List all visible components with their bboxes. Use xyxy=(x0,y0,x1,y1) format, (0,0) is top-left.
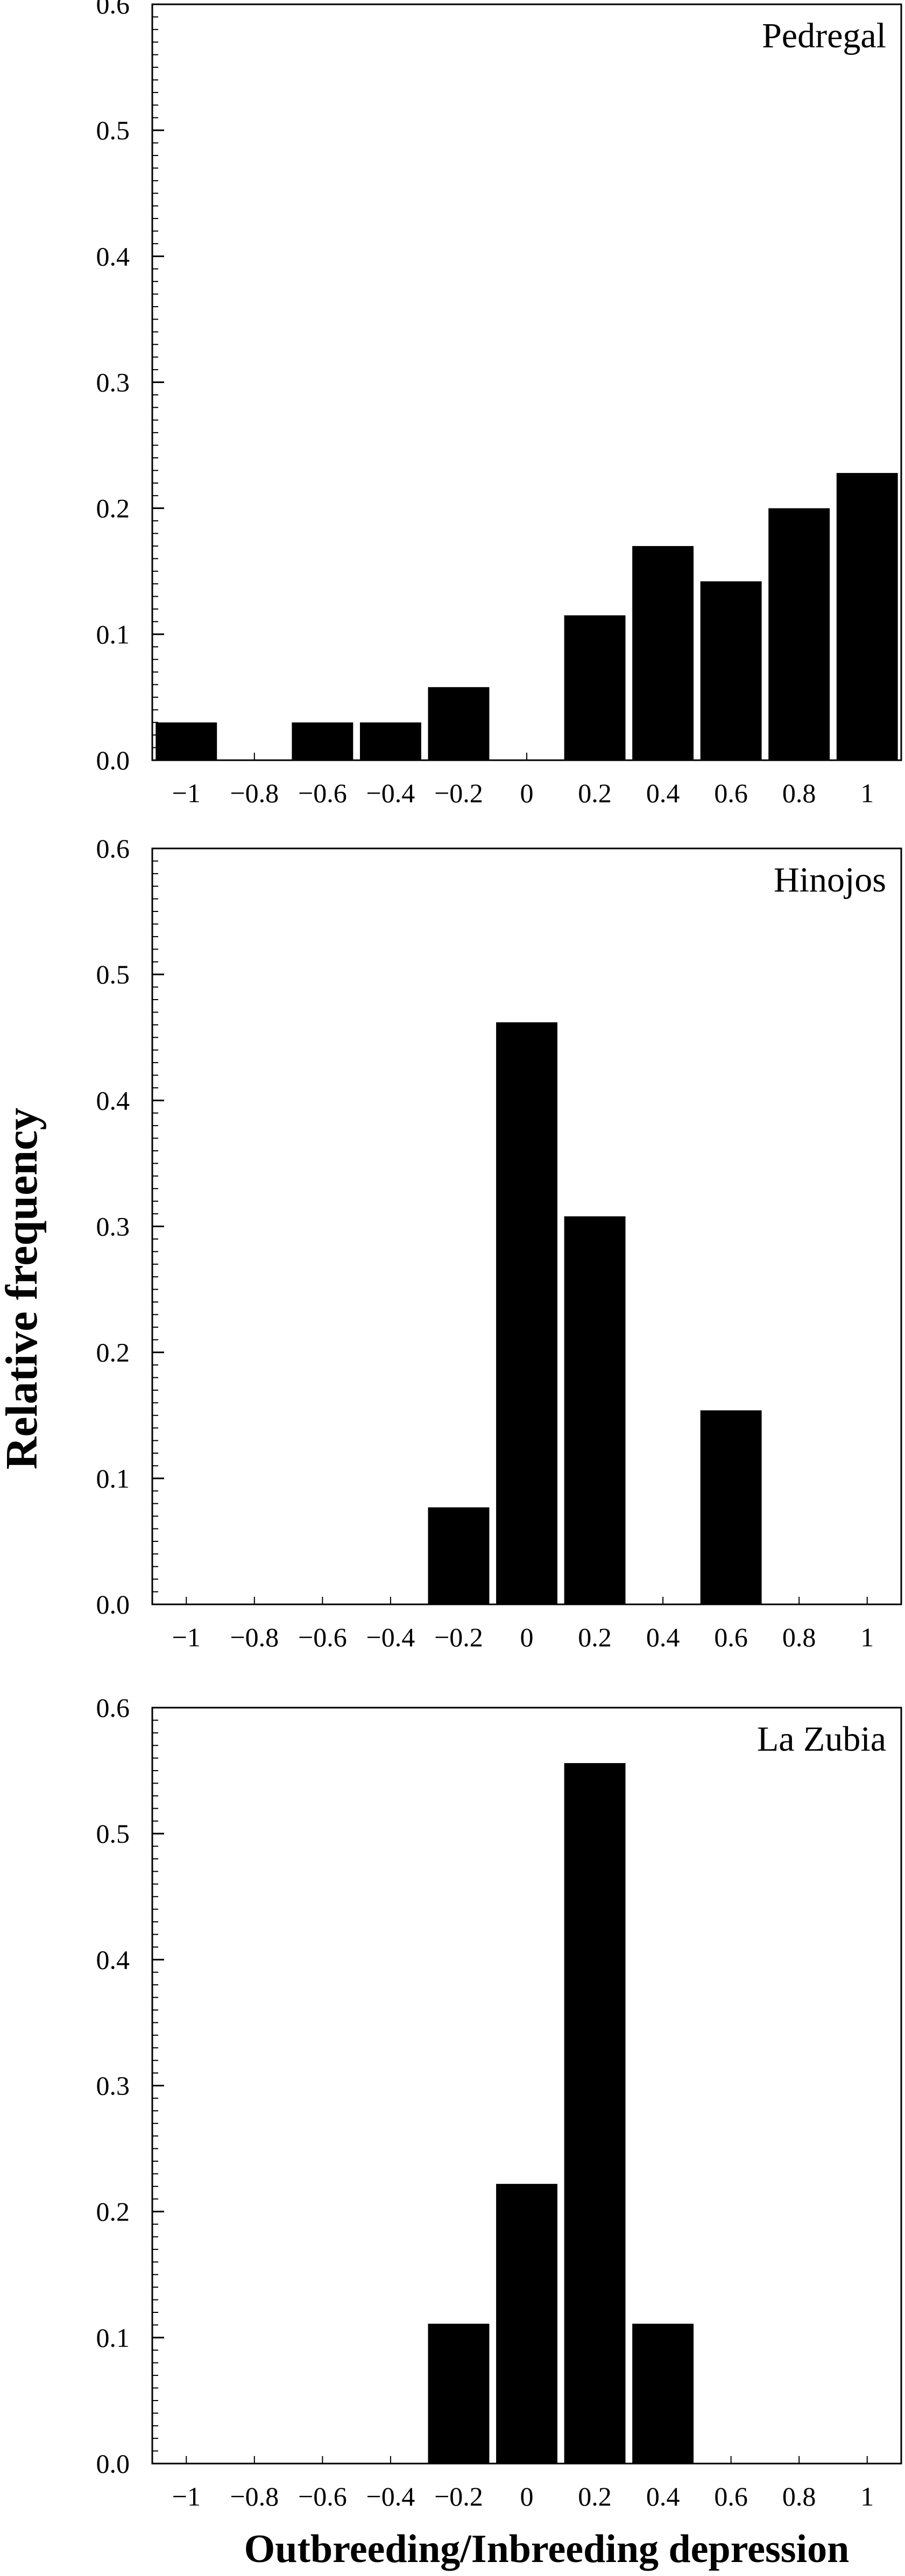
x-tick-label: 0.8 xyxy=(782,1622,816,1652)
x-tick-label: −0.4 xyxy=(366,1622,415,1652)
y-tick-label: 0.4 xyxy=(96,241,130,271)
x-tick-label: −0.6 xyxy=(298,1622,347,1652)
y-tick-label: 0.3 xyxy=(96,2071,130,2101)
x-tick-label: 0.6 xyxy=(714,2481,748,2511)
chart-panel: 0.0 0.1 0.2 0.3 0.4 0.5 0.6 −1 −0.8 −0.6 −0.4 −0.2 0… xyxy=(96,0,902,808)
x-tick-label: −1 xyxy=(172,778,201,808)
y-tick-label: 0.6 xyxy=(96,0,130,19)
y-tick-label: 0.5 xyxy=(96,1818,130,1849)
y-tick-label: 0.0 xyxy=(96,2448,130,2479)
y-tick-label: 0.4 xyxy=(96,1085,130,1115)
x-tick-label: −0.8 xyxy=(230,1622,279,1652)
bar xyxy=(632,2324,694,2464)
y-tick-label: 0.1 xyxy=(96,1463,130,1494)
panel-title: La Zubia xyxy=(757,1719,886,1759)
x-tick-label: −1 xyxy=(172,2481,201,2511)
x-tick-label: 0 xyxy=(520,1622,534,1652)
x-tick-label: −0.2 xyxy=(434,1622,483,1652)
x-tick-label: 0.2 xyxy=(578,2481,612,2511)
bar xyxy=(836,473,898,760)
y-tick-label: 0.6 xyxy=(96,1693,130,1723)
y-tick-label: 0.2 xyxy=(96,1337,130,1368)
x-tick-label: 1 xyxy=(860,778,874,808)
y-tick-label: 0.1 xyxy=(96,619,130,649)
bar xyxy=(428,687,490,760)
x-tick-label: −0.2 xyxy=(434,2481,483,2511)
bar xyxy=(700,581,762,760)
x-tick-label: 0.2 xyxy=(578,778,612,808)
x-tick-label: 0.4 xyxy=(646,778,680,808)
x-tick-label: −0.8 xyxy=(230,778,279,808)
x-tick-label: 1 xyxy=(860,1622,874,1652)
y-tick-label: 0.5 xyxy=(96,115,130,145)
bar xyxy=(564,1763,626,2464)
x-tick-label: −0.2 xyxy=(434,778,483,808)
y-tick-label: 0.0 xyxy=(96,1589,130,1619)
y-tick-label: 0.2 xyxy=(96,493,130,523)
y-tick-label: 0.0 xyxy=(96,745,130,775)
y-tick-label: 0.5 xyxy=(96,959,130,989)
y-axis-label: Relative frequency xyxy=(0,1108,47,1470)
panel-title: Hinojos xyxy=(774,860,886,900)
x-tick-label: −0.6 xyxy=(298,2481,347,2511)
chart-panel: 0.0 0.1 0.2 0.3 0.4 0.5 0.6 −1 −0.8 −0.6 −0.4 −0.2 0… xyxy=(96,833,902,1652)
x-tick-label: 0.8 xyxy=(782,2481,816,2511)
bar xyxy=(632,546,694,760)
y-tick-label: 0.2 xyxy=(96,2197,130,2227)
x-tick-label: 0.2 xyxy=(578,1622,612,1652)
x-axis-label: Outbreeding/Inbreeding depression xyxy=(244,2527,850,2571)
bar xyxy=(768,508,830,760)
y-tick-label: 0.3 xyxy=(96,367,130,398)
y-tick-label: 0.3 xyxy=(96,1212,130,1242)
bar xyxy=(564,1216,626,1604)
x-tick-label: −0.6 xyxy=(298,778,347,808)
bar xyxy=(564,615,626,760)
x-tick-label: 0.4 xyxy=(646,1622,680,1652)
chart-panel: 0.0 0.1 0.2 0.3 0.4 0.5 0.6 −1 −0.8 −0.6 −0.4 −0.2 0… xyxy=(96,1693,902,2511)
y-tick-label: 0.1 xyxy=(96,2323,130,2353)
bar xyxy=(496,1022,557,1604)
bar xyxy=(496,2184,557,2464)
panels-container: 0.0 0.1 0.2 0.3 0.4 0.5 0.6 −1 −0.8 −0.6 −0.4 −0.2 0… xyxy=(96,0,902,2511)
y-tick-label: 0.4 xyxy=(96,1944,130,1975)
x-tick-label: 0.6 xyxy=(714,778,748,808)
bar xyxy=(428,1507,490,1604)
panel-title: Pedregal xyxy=(762,16,886,55)
x-tick-label: 0 xyxy=(520,778,534,808)
y-tick-label: 0.6 xyxy=(96,833,130,864)
x-tick-label: −1 xyxy=(172,1622,201,1652)
x-tick-label: 1 xyxy=(860,2481,874,2511)
x-tick-label: 0.6 xyxy=(714,1622,748,1652)
x-tick-label: −0.4 xyxy=(366,2481,415,2511)
bar xyxy=(428,2324,490,2464)
x-tick-label: −0.4 xyxy=(366,778,415,808)
x-tick-label: 0.4 xyxy=(646,2481,680,2511)
bar xyxy=(700,1410,762,1604)
x-tick-label: 0.8 xyxy=(782,778,816,808)
x-tick-label: 0 xyxy=(520,2481,534,2511)
x-tick-label: −0.8 xyxy=(230,2481,279,2511)
